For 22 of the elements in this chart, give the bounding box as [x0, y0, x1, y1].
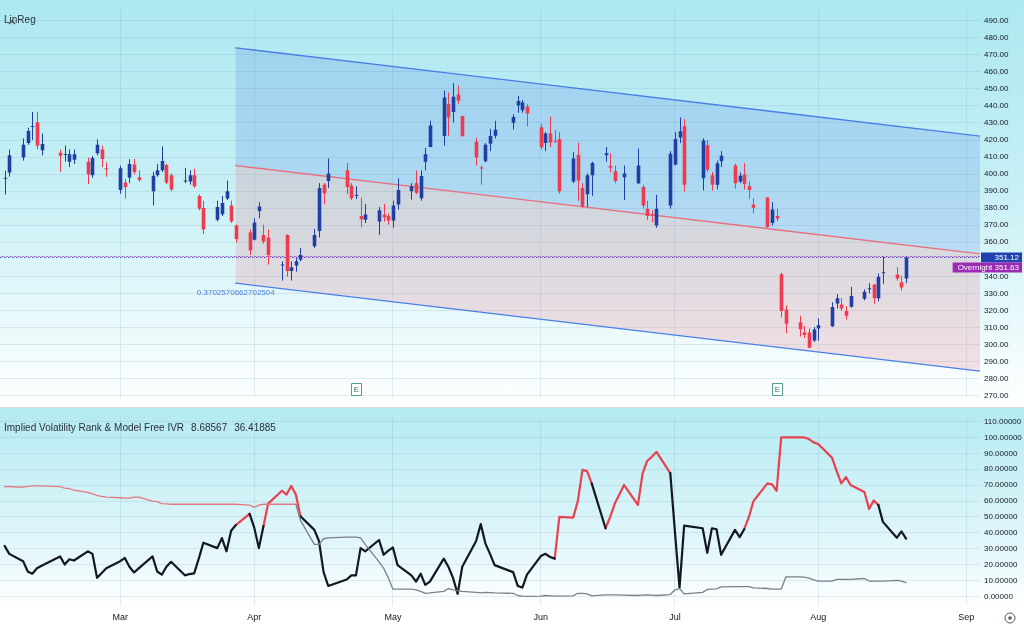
x-tick-label: May	[384, 611, 402, 622]
y-tick-label: 30.00000	[984, 543, 1018, 553]
y-tick-label: 20.00000	[984, 559, 1018, 569]
x-tick-label: Aug	[810, 611, 827, 622]
x-tick-label: Mar	[112, 611, 128, 622]
y-tick-label: 40.00000	[984, 528, 1018, 538]
y-tick-label: 100.00000	[984, 432, 1023, 442]
y-tick-label: 80.00000	[984, 464, 1018, 474]
y-tick-label: 10.00000	[984, 575, 1018, 585]
annotation: 8.68567	[191, 421, 228, 433]
annotation: 36.41885	[234, 421, 277, 433]
x-tick-label: Sep	[958, 611, 975, 622]
x-tick-label: Apr	[247, 611, 262, 622]
y-tick-label: 0.00000	[984, 591, 1014, 601]
y-tick-label: 110.00000	[984, 416, 1022, 426]
y-tick-label: 50.00000	[984, 512, 1018, 522]
y-tick-label: 90.00000	[984, 448, 1018, 458]
text: Implied Volatility Rank & Model Free IVR	[4, 421, 185, 433]
x-tick-label: Jul	[669, 611, 681, 622]
y-tick-label: 60.00000	[984, 496, 1018, 506]
y-tick-label: 70.00000	[984, 480, 1018, 490]
x-tick-label: Jun	[533, 611, 549, 622]
